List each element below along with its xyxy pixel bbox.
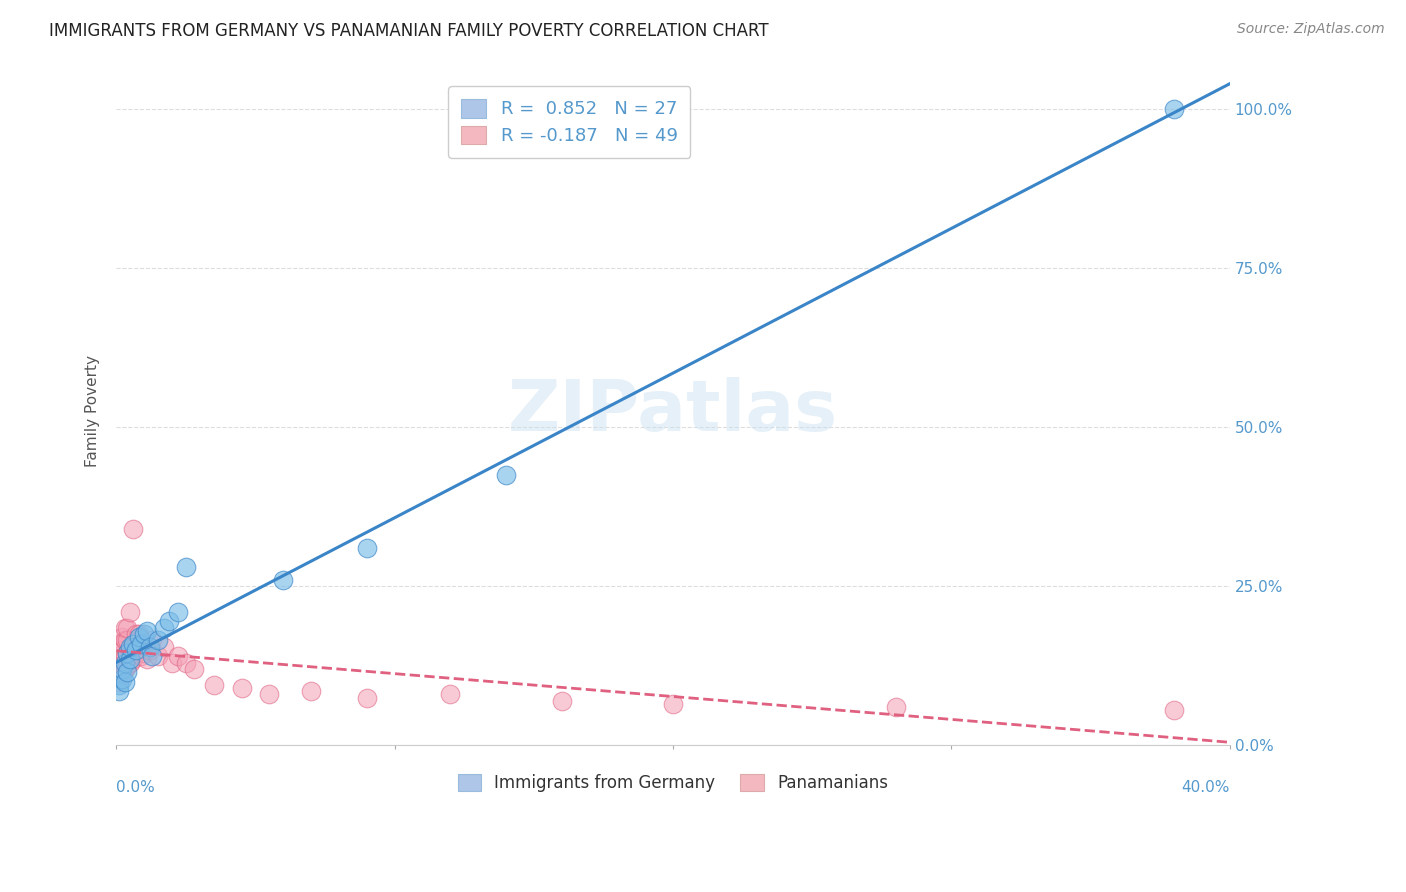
Point: [122, 652, 145, 666]
Point: [231, 681, 253, 695]
Point: [135, 624, 157, 638]
Point: [111, 656, 134, 670]
Point: [117, 658, 139, 673]
Point: [1163, 703, 1185, 717]
Point: [128, 630, 150, 644]
Point: [128, 627, 150, 641]
Point: [125, 643, 148, 657]
Point: [108, 674, 131, 689]
Point: [114, 662, 136, 676]
Point: [131, 636, 153, 650]
Point: [120, 643, 142, 657]
Point: [157, 614, 180, 628]
Point: [114, 656, 136, 670]
Point: [117, 646, 139, 660]
Point: [299, 684, 322, 698]
Point: [884, 700, 907, 714]
Legend: Immigrants from Germany, Panamanians: Immigrants from Germany, Panamanians: [446, 763, 900, 804]
Text: IMMIGRANTS FROM GERMANY VS PANAMANIAN FAMILY POVERTY CORRELATION CHART: IMMIGRANTS FROM GERMANY VS PANAMANIAN FA…: [49, 22, 769, 40]
Point: [166, 649, 188, 664]
Point: [117, 633, 139, 648]
Point: [1163, 102, 1185, 116]
Point: [356, 690, 378, 705]
Point: [550, 694, 572, 708]
Point: [202, 678, 225, 692]
Point: [117, 621, 139, 635]
Point: [356, 541, 378, 555]
Point: [152, 621, 174, 635]
Text: Source: ZipAtlas.com: Source: ZipAtlas.com: [1237, 22, 1385, 37]
Point: [108, 684, 131, 698]
Y-axis label: Family Poverty: Family Poverty: [86, 355, 100, 467]
Point: [125, 646, 148, 660]
Point: [152, 640, 174, 654]
Point: [117, 646, 139, 660]
Point: [132, 646, 155, 660]
Point: [135, 652, 157, 666]
Point: [141, 633, 163, 648]
Point: [128, 640, 150, 654]
Point: [174, 656, 197, 670]
Point: [131, 649, 153, 664]
Point: [114, 621, 136, 635]
Point: [114, 633, 136, 648]
Point: [138, 643, 160, 657]
Point: [160, 656, 183, 670]
Point: [120, 640, 142, 654]
Text: 40.0%: 40.0%: [1181, 780, 1230, 795]
Point: [183, 662, 205, 676]
Point: [131, 636, 153, 650]
Point: [108, 662, 131, 676]
Point: [146, 649, 169, 664]
Point: [120, 605, 142, 619]
Point: [122, 636, 145, 650]
Point: [108, 678, 131, 692]
Point: [166, 605, 188, 619]
Point: [122, 522, 145, 536]
Point: [259, 687, 281, 701]
Point: [132, 627, 155, 641]
Point: [120, 652, 142, 666]
Point: [141, 649, 163, 664]
Point: [439, 687, 461, 701]
Point: [117, 665, 139, 680]
Point: [108, 636, 131, 650]
Point: [105, 665, 128, 680]
Point: [111, 662, 134, 676]
Point: [662, 697, 685, 711]
Point: [125, 627, 148, 641]
Point: [111, 643, 134, 657]
Text: 0.0%: 0.0%: [117, 780, 155, 795]
Point: [111, 668, 134, 682]
Point: [111, 672, 134, 686]
Point: [120, 656, 142, 670]
Point: [122, 640, 145, 654]
Point: [138, 640, 160, 654]
Point: [114, 649, 136, 664]
Point: [271, 573, 294, 587]
Point: [114, 674, 136, 689]
Point: [111, 630, 134, 644]
Point: [495, 467, 517, 482]
Point: [146, 633, 169, 648]
Point: [174, 560, 197, 574]
Point: [108, 649, 131, 664]
Text: ZIPatlas: ZIPatlas: [508, 376, 838, 446]
